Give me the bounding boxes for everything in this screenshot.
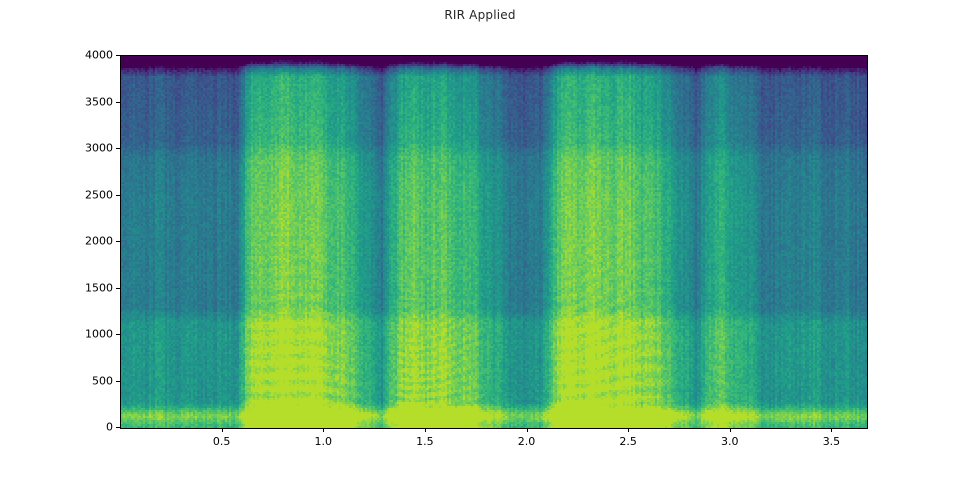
x-tick-label: 2.0	[517, 435, 536, 448]
page-title: RIR Applied	[444, 8, 516, 22]
x-tick-label: 0.5	[212, 435, 231, 448]
y-tick-label: 0	[106, 420, 113, 434]
y-tick-label: 1000	[85, 327, 113, 341]
y-tick-label: 500	[92, 374, 113, 387]
y-tick-label: 1500	[85, 281, 113, 294]
y-tick-label: 2000	[85, 234, 113, 248]
spectrogram-image	[121, 56, 867, 428]
x-tick-label: 1.0	[314, 435, 333, 448]
spectrogram-axes	[120, 55, 868, 429]
y-tick-label: 3000	[85, 141, 113, 155]
y-tick-label: 4000	[85, 48, 113, 62]
y-tick-label: 2500	[85, 188, 113, 201]
x-tick-label: 3.5	[822, 435, 841, 448]
y-tick-label: 3500	[85, 95, 113, 108]
x-tick-label: 3.0	[721, 435, 739, 448]
x-tick-label: 2.5	[619, 435, 637, 448]
x-tick-label: 1.5	[416, 435, 434, 448]
